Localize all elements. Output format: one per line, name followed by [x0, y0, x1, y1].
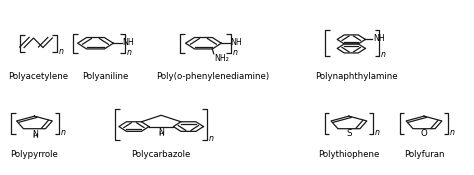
Text: Poly(o-phenylenediamine): Poly(o-phenylenediamine)	[156, 72, 269, 81]
Text: $n$: $n$	[232, 48, 238, 57]
Text: Polyaniline: Polyaniline	[82, 72, 128, 81]
Text: $n$: $n$	[126, 48, 132, 57]
Text: NH: NH	[122, 38, 134, 47]
Text: Polypyrrole: Polypyrrole	[10, 150, 58, 159]
Text: N: N	[32, 130, 38, 139]
Text: NH₂: NH₂	[214, 54, 229, 63]
Text: O: O	[420, 129, 428, 138]
Text: $n$: $n$	[208, 134, 215, 142]
Text: H: H	[32, 133, 37, 139]
Text: $n$: $n$	[449, 128, 456, 137]
Text: $n$: $n$	[380, 50, 387, 59]
Text: $n$: $n$	[60, 128, 67, 137]
Text: NH: NH	[373, 34, 384, 43]
Text: Polycarbazole: Polycarbazole	[131, 150, 191, 159]
Text: Polynaphthylamine: Polynaphthylamine	[315, 72, 397, 81]
Text: $n$: $n$	[374, 128, 381, 137]
Text: N: N	[158, 128, 164, 137]
Text: $n$: $n$	[58, 47, 64, 56]
Text: NH: NH	[230, 38, 242, 47]
Text: Polythiophene: Polythiophene	[318, 150, 380, 159]
Text: H: H	[158, 131, 164, 137]
Text: Polyfuran: Polyfuran	[404, 150, 444, 159]
Text: S: S	[346, 129, 352, 138]
Text: Polyacetylene: Polyacetylene	[8, 72, 68, 81]
